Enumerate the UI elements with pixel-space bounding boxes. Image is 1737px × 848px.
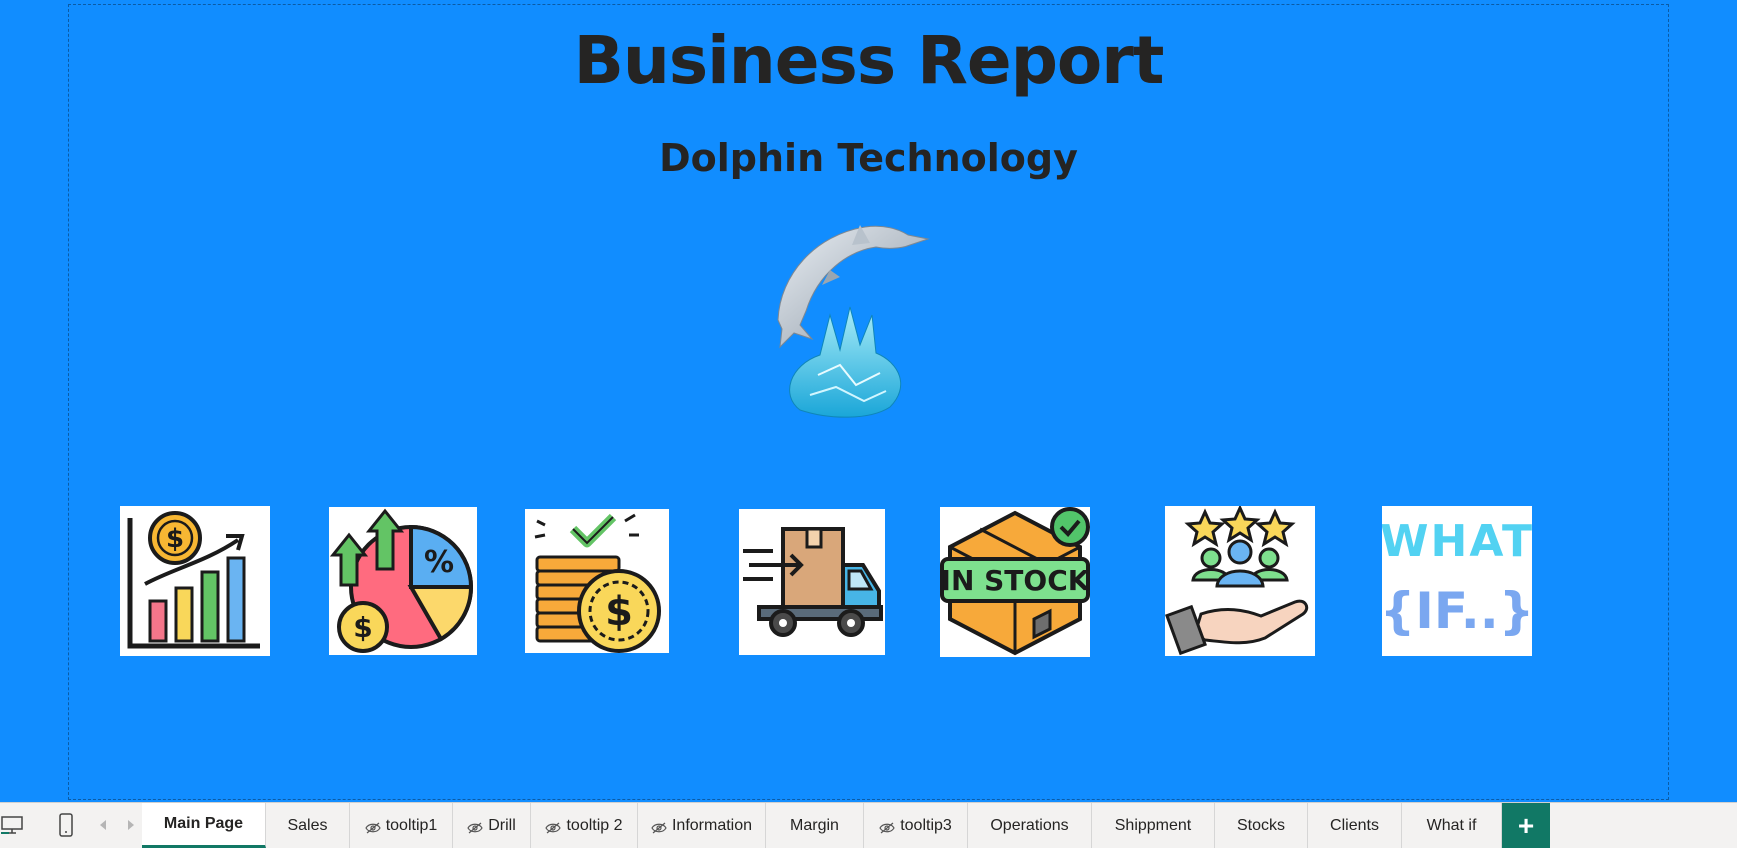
tab-label: What if	[1426, 816, 1477, 834]
tab-tooltip-2[interactable]: tooltip 2	[531, 803, 638, 848]
tab-operations[interactable]: Operations	[968, 803, 1092, 848]
what-if-line2: {IF..}	[1382, 582, 1532, 640]
add-page-button[interactable]: +	[1502, 803, 1550, 848]
desktop-view-icon[interactable]	[0, 811, 24, 839]
tab-label: Operations	[990, 816, 1069, 834]
svg-text:$: $	[605, 589, 633, 635]
hidden-page-icon	[467, 822, 483, 833]
dolphin-logo	[760, 215, 940, 420]
tab-what-if[interactable]: What if	[1402, 803, 1502, 848]
what-if-line1: WHAT	[1382, 516, 1532, 567]
tab-label: tooltip 2	[566, 816, 623, 834]
tab-tooltip1[interactable]: tooltip1	[350, 803, 453, 848]
tab-label: Clients	[1330, 816, 1379, 834]
hidden-page-icon	[545, 822, 562, 833]
tab-sales[interactable]: Sales	[266, 803, 350, 848]
tab-label: tooltip1	[385, 816, 438, 834]
in-stock-box-icon[interactable]: IN STOCK	[940, 507, 1090, 657]
svg-text:$: $	[353, 611, 372, 644]
tab-label: tooltip3	[900, 816, 952, 834]
tab-label: Main Page	[163, 815, 244, 832]
margin-pie-icon[interactable]: % $	[329, 507, 477, 655]
delivery-truck-icon[interactable]	[739, 509, 885, 655]
clients-rating-icon[interactable]	[1165, 506, 1315, 656]
hidden-page-icon	[651, 822, 667, 833]
tab-information[interactable]: Information	[638, 803, 766, 848]
svg-text:%: %	[424, 545, 454, 580]
tab-margin[interactable]: Margin	[766, 803, 864, 848]
hidden-page-icon	[365, 822, 381, 833]
report-canvas: Business Report Dolphin Technology	[0, 0, 1737, 802]
tab-clients[interactable]: Clients	[1308, 803, 1402, 848]
tab-label: Sales	[287, 816, 328, 834]
what-if-icon[interactable]: WHAT {IF..}	[1382, 506, 1532, 656]
in-stock-label: IN STOCK	[941, 564, 1090, 597]
tab-main-page[interactable]: Main Page	[142, 803, 266, 848]
scroll-right-icon[interactable]	[124, 811, 138, 839]
page-tab-bar: Main Page Sales tooltip1 Drill tooltip 2 Info…	[0, 802, 1737, 848]
tab-tooltip3[interactable]: tooltip3	[864, 803, 968, 848]
sales-chart-icon[interactable]: $	[120, 506, 270, 656]
tab-label: Drill	[488, 816, 516, 834]
svg-text:$: $	[166, 524, 184, 554]
page-frame	[68, 4, 1669, 800]
coins-check-icon[interactable]: $	[525, 509, 669, 653]
tab-drill[interactable]: Drill	[453, 803, 531, 848]
report-title: Business Report	[573, 22, 1165, 99]
tab-label: Information	[671, 816, 753, 834]
tab-stocks[interactable]: Stocks	[1215, 803, 1308, 848]
mobile-view-icon[interactable]	[54, 811, 78, 839]
tab-label: Shippment	[1114, 816, 1192, 834]
tab-label: Margin	[790, 816, 839, 834]
hidden-page-icon	[879, 822, 895, 833]
scroll-left-icon[interactable]	[96, 811, 110, 839]
tab-shippment[interactable]: Shippment	[1092, 803, 1215, 848]
tab-label: Stocks	[1236, 816, 1285, 834]
report-subtitle: Dolphin Technology	[659, 136, 1078, 180]
